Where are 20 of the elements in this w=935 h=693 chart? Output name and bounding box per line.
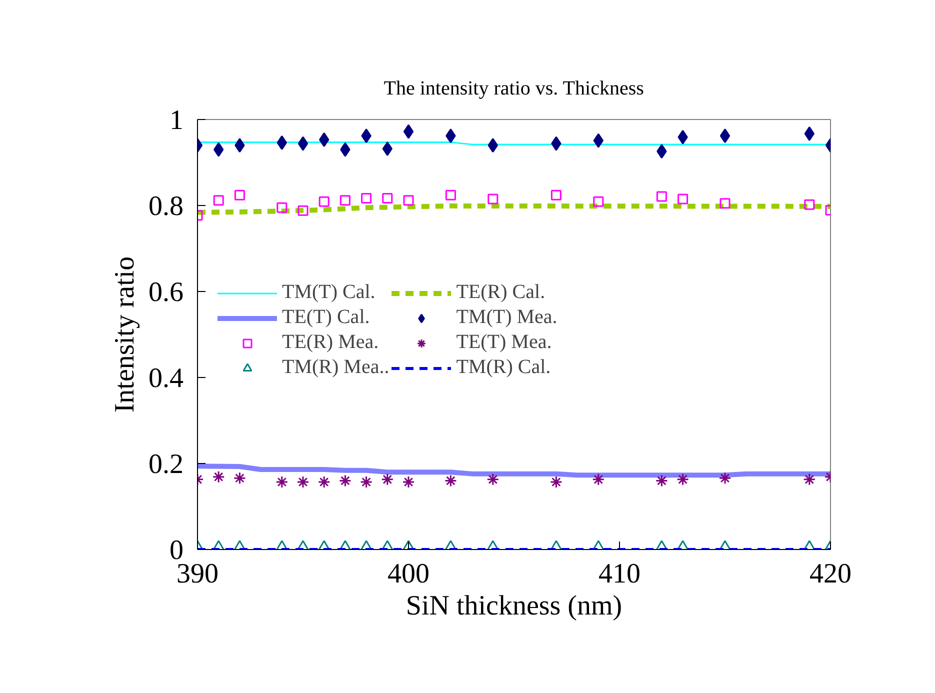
x-tick-label: 410: [598, 558, 640, 590]
y-tick-label: 0.6: [148, 277, 184, 308]
y-axis-title: Intensity ratio: [110, 256, 140, 413]
legend-label: TE(T) Cal.: [282, 306, 370, 329]
legend-label: TE(R) Mea.: [282, 331, 379, 354]
legend-label: TE(R) Cal.: [456, 281, 546, 304]
legend-label: TE(T) Mea.: [456, 331, 552, 354]
x-tick-label: 400: [388, 558, 430, 590]
legend-label: TM(R) Cal.: [456, 356, 551, 379]
y-tick-label: 0.4: [148, 363, 184, 394]
x-axis-title: SiN thickness (nm): [406, 590, 622, 622]
legend-label: TM(R) Mea..: [282, 356, 390, 379]
y-tick-label: 1: [170, 105, 184, 136]
y-tick-label: 0.8: [148, 191, 184, 222]
legend-label: TM(T) Mea.: [456, 306, 558, 329]
x-tick-label: 420: [810, 558, 852, 590]
chart-title: The intensity ratio vs. Thickness: [384, 78, 644, 100]
x-tick-label: 390: [176, 558, 218, 590]
y-tick-label: 0.2: [148, 449, 184, 480]
legend-label: TM(T) Cal.: [282, 281, 376, 304]
